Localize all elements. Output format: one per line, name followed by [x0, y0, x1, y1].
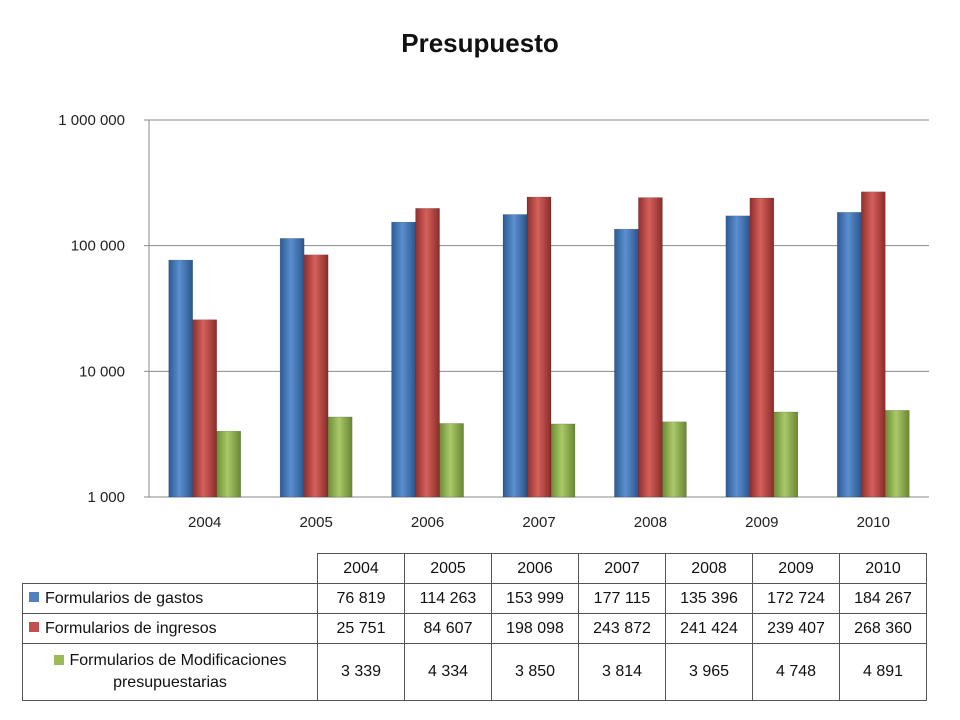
table-header-row: 2004 2005 2006 2007 2008 2009 2010: [22, 553, 927, 584]
x-tick-label: 2004: [188, 514, 221, 531]
bar-series-0-2005: [279, 238, 305, 498]
legend-label: Formularios de ingresos: [45, 619, 217, 637]
table-cell: 153 999: [491, 583, 579, 614]
legend-swatch: [29, 622, 39, 633]
table-row: Formularios de Modificaciones presupuest…: [22, 643, 927, 701]
table-cell: 114 263: [404, 583, 492, 614]
legend-entry: Formularios de Modificaciones presupuest…: [22, 643, 318, 701]
table-header-year: 2008: [665, 553, 753, 584]
y-tick-label: 1 000 000: [58, 112, 125, 129]
table-cell: 3 814: [578, 643, 666, 701]
table-cell: 198 098: [491, 613, 579, 644]
legend-label: Formularios de Modificaciones presupuest…: [69, 652, 287, 691]
table-cell: 3 965: [665, 643, 753, 701]
bar-series-0-2004: [168, 259, 193, 498]
x-tick-label: 2010: [857, 514, 890, 531]
bar-series-2-2007: [550, 423, 576, 498]
table-cell: 243 872: [578, 613, 666, 644]
legend-entry: Formularios de gastos: [22, 583, 318, 614]
bar-series-1-2005: [303, 254, 329, 498]
table-cell: 135 396: [665, 583, 753, 614]
bar-series-1-2007: [526, 196, 552, 498]
table-cell: 76 819: [317, 583, 405, 614]
bar-chart: 1 000 10 000 100 000 1 000 000 2004 2005 2006…: [58, 112, 929, 531]
table-cell: 184 267: [839, 583, 927, 614]
table-cell: 172 724: [752, 583, 840, 614]
bars: [168, 191, 910, 498]
legend-swatch: [53, 654, 64, 665]
table-cell: 4 891: [839, 643, 927, 701]
bar-series-0-2007: [502, 214, 528, 498]
table-cell: 177 115: [578, 583, 666, 614]
bar-series-2-2009: [773, 411, 799, 498]
x-tick-label: 2009: [745, 514, 778, 531]
y-tick-label: 100 000: [71, 238, 125, 255]
bar-series-2-2005: [327, 416, 353, 498]
table-header-year: 2004: [317, 553, 405, 584]
bar-series-0-2008: [614, 228, 639, 498]
data-table: 2004 2005 2006 2007 2008 2009 2010 Formularios …: [22, 553, 927, 701]
y-axis: 1 000 10 000 100 000 1 000 000: [58, 112, 929, 506]
x-tick-label: 2006: [411, 514, 444, 531]
table-header-year: 2007: [578, 553, 666, 584]
x-axis: 2004 2005 2006 2007 2008 2009 2010: [188, 514, 890, 531]
x-tick-label: 2008: [634, 514, 667, 531]
table-cell: 84 607: [404, 613, 492, 644]
table-row: Formularios de ingresos 25 751 84 607 198 0…: [22, 613, 927, 644]
table-header-year: 2009: [752, 553, 840, 584]
legend-label: Formularios de gastos: [45, 589, 204, 607]
bar-series-0-2006: [391, 221, 416, 498]
table-cell: 241 424: [665, 613, 753, 644]
table-cell: 239 407: [752, 613, 840, 644]
bar-series-0-2009: [725, 215, 751, 498]
legend-entry: Formularios de ingresos: [22, 613, 318, 644]
legend-swatch: [29, 592, 39, 603]
bar-series-2-2004: [216, 430, 241, 498]
bar-series-1-2006: [415, 208, 440, 498]
table-cell: 268 360: [839, 613, 927, 644]
table-cell: 3 850: [491, 643, 579, 701]
chart-title: Presupuesto: [401, 28, 559, 58]
table-cell: 4 334: [404, 643, 492, 701]
x-tick-label: 2005: [299, 514, 332, 531]
bar-series-2-2008: [662, 421, 687, 498]
bar-series-2-2006: [439, 423, 464, 498]
table-header-year: 2010: [839, 553, 927, 584]
x-tick-label: 2007: [522, 514, 555, 531]
table-cell: 3 339: [317, 643, 405, 701]
y-tick-label: 1 000: [87, 489, 125, 506]
table-cell: 25 751: [317, 613, 405, 644]
bar-series-0-2010: [837, 212, 862, 498]
y-tick-label: 10 000: [79, 363, 125, 380]
bar-series-1-2004: [192, 319, 217, 498]
bar-series-2-2010: [885, 410, 910, 498]
bar-series-1-2009: [749, 197, 775, 498]
table-row: Formularios de gastos 76 819 114 263 153 99…: [22, 583, 927, 614]
table-cell: 4 748: [752, 643, 840, 701]
bar-series-1-2010: [861, 191, 886, 498]
table-header-year: 2005: [404, 553, 492, 584]
table-corner: [22, 553, 318, 584]
table-header-year: 2006: [491, 553, 579, 584]
bar-series-1-2008: [638, 197, 663, 498]
